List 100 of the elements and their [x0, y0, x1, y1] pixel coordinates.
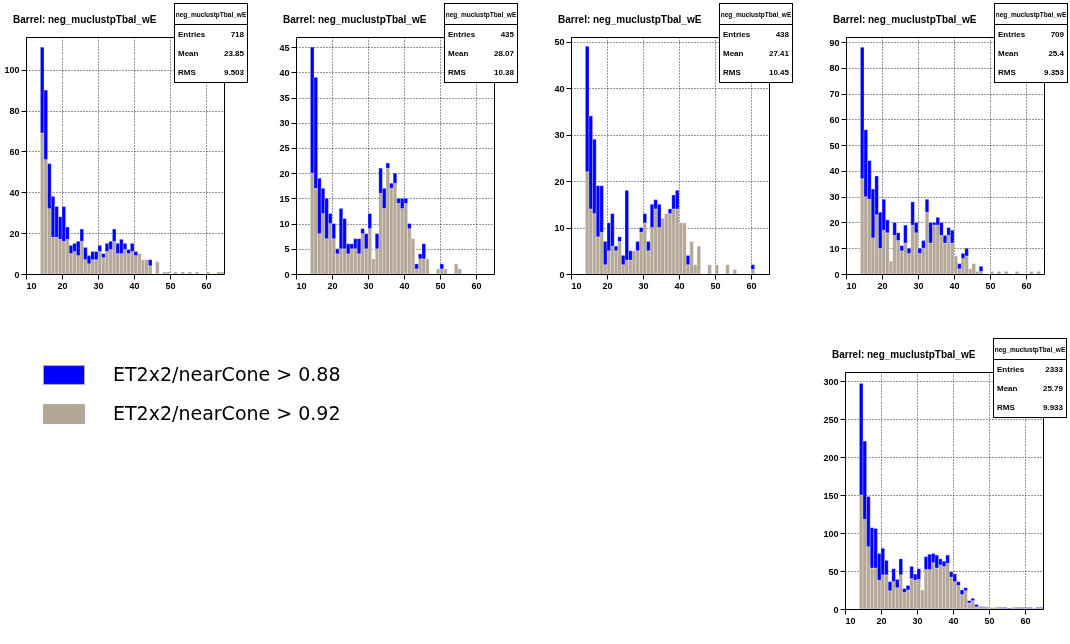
y-tick-label: 20 — [9, 228, 20, 239]
y-tick-label: 100 — [4, 65, 20, 76]
y-tick-label: 150 — [823, 490, 839, 501]
x-tick-label: 10 — [296, 280, 307, 291]
text: 2333 — [1045, 365, 1063, 374]
x-tick-label: 50 — [710, 280, 721, 291]
y-tick-label: 0 — [14, 269, 20, 280]
x-tick-label: 40 — [949, 280, 960, 291]
annotation: Entries — [723, 30, 751, 39]
x-tick-label: 60 — [201, 280, 212, 291]
text: 435 — [500, 30, 514, 39]
x-tick-label: 10 — [846, 280, 857, 291]
text: 438 — [775, 30, 789, 39]
y-tick-label: 100 — [823, 528, 839, 539]
annotation: 28.07 — [493, 49, 514, 58]
x-tick-label: 10 — [26, 280, 37, 291]
x-tick-label: 30 — [363, 280, 374, 291]
y-tick-label: 20 — [279, 168, 290, 179]
x-tick-label: 20 — [877, 280, 888, 291]
x-tick-label: 40 — [948, 615, 959, 626]
annotation: 9.353 — [1043, 68, 1064, 77]
y-tick-label: 40 — [279, 67, 290, 78]
x-tick-label: 60 — [1020, 615, 1031, 626]
x-tick-label: 50 — [165, 280, 176, 291]
annotation: Mean — [723, 49, 744, 58]
annotation: Entries — [448, 30, 476, 39]
y-tick-label: 50 — [828, 566, 839, 577]
y-tick-label: 25 — [279, 143, 290, 154]
annotation: RMS — [998, 68, 1016, 77]
y-tick-label: 40 — [829, 166, 840, 177]
annotation: 27.41 — [768, 49, 789, 58]
y-tick-label: 15 — [279, 193, 290, 204]
y-tick-label: 30 — [829, 192, 840, 203]
y-tick-label: 0 — [284, 269, 290, 280]
x-tick-label: 60 — [746, 280, 757, 291]
x-tick-label: 30 — [93, 280, 104, 291]
x-tick-label: 60 — [1021, 280, 1032, 291]
y-tick-label: 5 — [284, 244, 290, 255]
annotation: 9.933 — [1042, 403, 1063, 412]
annotation: 9.503 — [223, 68, 244, 77]
chart-title: Barrel: neg_muclustpTbal_wE — [283, 14, 427, 25]
annotation: 23.85 — [223, 49, 244, 58]
text: 709 — [1050, 30, 1064, 39]
annotation: Entries — [178, 30, 206, 39]
y-tick-label: 40 — [9, 187, 20, 198]
x-tick-label: 60 — [471, 280, 482, 291]
text: 718 — [230, 30, 244, 39]
y-tick-label: 40 — [554, 83, 565, 94]
chart-title: Barrel: neg_muclustpTbal_wE — [13, 14, 157, 25]
annotation: Entries — [997, 365, 1025, 374]
x-tick-label: 30 — [638, 280, 649, 291]
y-tick-label: 0 — [834, 269, 840, 280]
chart-title: Barrel: neg_muclustpTbal_wE — [832, 349, 976, 360]
x-tick-label: 50 — [435, 280, 446, 291]
y-tick-label: 10 — [554, 223, 565, 234]
x-tick-label: 20 — [876, 615, 887, 626]
chart-title: Barrel: neg_muclustpTbal_wE — [558, 14, 702, 25]
x-tick-label: 50 — [984, 615, 995, 626]
y-tick-label: 70 — [829, 89, 840, 100]
x-tick-label: 40 — [129, 280, 140, 291]
y-tick-label: 200 — [823, 452, 839, 463]
y-tick-label: 90 — [829, 37, 840, 48]
annotation: RMS — [723, 68, 741, 77]
annotation: Mean — [997, 384, 1018, 393]
y-tick-label: 80 — [9, 106, 20, 117]
x-tick-label: 40 — [399, 280, 410, 291]
y-tick-label: 80 — [829, 63, 840, 74]
annotation: Mean — [448, 49, 469, 58]
y-tick-label: 300 — [823, 376, 839, 387]
annotation: RMS — [997, 403, 1015, 412]
y-tick-label: 50 — [829, 140, 840, 151]
annotation: Entries — [998, 30, 1026, 39]
annotation: RMS — [178, 68, 196, 77]
annotation: Mean — [998, 49, 1019, 58]
y-tick-label: 30 — [554, 130, 565, 141]
x-tick-label: 20 — [57, 280, 68, 291]
x-tick-label: 30 — [913, 280, 924, 291]
chart-title: Barrel: neg_muclustpTbal_wE — [833, 14, 977, 25]
x-tick-label: 20 — [327, 280, 338, 291]
y-tick-label: 250 — [823, 414, 839, 425]
x-tick-label: 30 — [912, 615, 923, 626]
y-tick-label: 60 — [829, 114, 840, 125]
y-tick-label: 20 — [829, 217, 840, 228]
y-tick-label: 10 — [829, 243, 840, 254]
annotation: 10.45 — [768, 68, 789, 77]
y-tick-label: 50 — [554, 37, 565, 48]
y-tick-label: 35 — [279, 93, 290, 104]
x-tick-label: 40 — [674, 280, 685, 291]
annotation: 10.38 — [493, 68, 514, 77]
annotation: 25.79 — [1042, 384, 1063, 393]
annotation: RMS — [448, 68, 466, 77]
y-tick-label: 20 — [554, 176, 565, 187]
text: 25.4 — [1048, 49, 1064, 58]
y-tick-label: 0 — [559, 269, 565, 280]
y-tick-label: 0 — [833, 604, 839, 615]
y-tick-label: 30 — [279, 118, 290, 129]
x-tick-label: 10 — [571, 280, 582, 291]
y-tick-label: 10 — [279, 219, 290, 230]
legend-label: ET2x2/nearCone > 0.88 — [113, 363, 341, 385]
y-tick-label: 60 — [9, 146, 20, 157]
